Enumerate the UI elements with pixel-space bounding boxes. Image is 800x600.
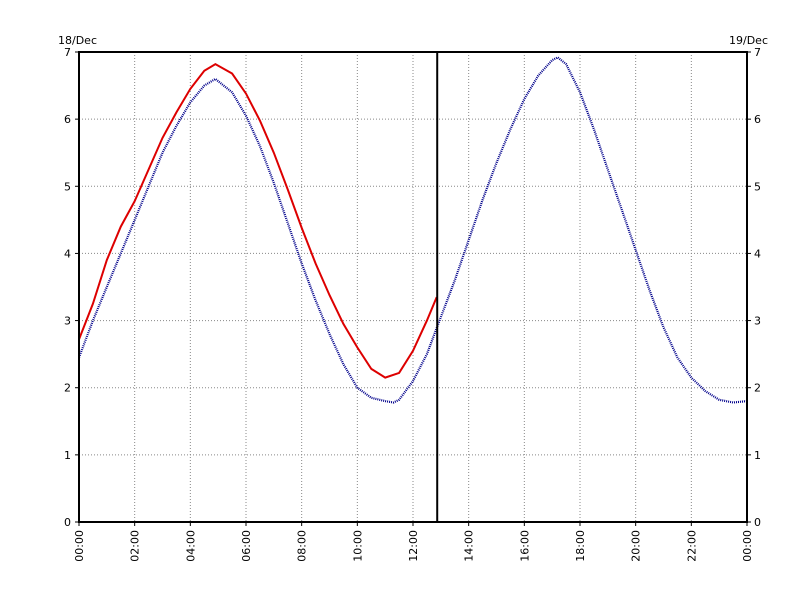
y-tick-label-right: 0 [754,516,761,529]
x-tick-label: 06:00 [240,530,253,562]
x-tick-label: 18:00 [574,530,587,562]
y-tick-label-left: 7 [64,46,71,59]
x-tick-label: 00:00 [741,530,754,562]
y-tick-label-right: 7 [754,46,761,59]
y-tick-label-right: 5 [754,180,761,193]
grid [79,52,747,522]
x-tick-label: 12:00 [407,530,420,562]
y-tick-label-right: 3 [754,315,761,328]
x-tick-label: 08:00 [296,530,309,562]
y-tick-label-right: 1 [754,449,761,462]
x-tick-label: 14:00 [463,530,476,562]
x-tick-label: 16:00 [518,530,531,562]
x-tick-label: 02:00 [129,530,142,562]
y-tick-label-left: 3 [64,315,71,328]
series-layer [77,56,748,404]
y-tick-label-left: 6 [64,113,71,126]
date-label-right: 19/Dec [729,34,768,47]
y-tick-label-left: 5 [64,180,71,193]
y-tick-label-left: 1 [64,449,71,462]
x-tick-label: 00:00 [73,530,86,562]
series-line-observed [78,62,438,379]
y-tick-label-right: 2 [754,382,761,395]
date-label-left: 18/Dec [58,34,97,47]
tick-labels: 0 0 1 1 2 2 3 3 4 4 5 5 6 6 7 7 00:00 02:00 04:00 06:00 08:0… [64,46,761,562]
axes [75,51,751,526]
y-tick-label-right: 6 [754,113,761,126]
x-tick-label: 20:00 [630,530,643,562]
y-tick-label-left: 2 [64,382,71,395]
y-tick-label-left: 4 [64,247,71,260]
x-tick-label: 10:00 [351,530,364,562]
x-tick-label: 22:00 [685,530,698,562]
x-tick-label: 04:00 [184,530,197,562]
series-line-predicted [77,56,748,404]
y-tick-label-right: 4 [754,247,761,260]
y-tick-label-left: 0 [64,516,71,529]
